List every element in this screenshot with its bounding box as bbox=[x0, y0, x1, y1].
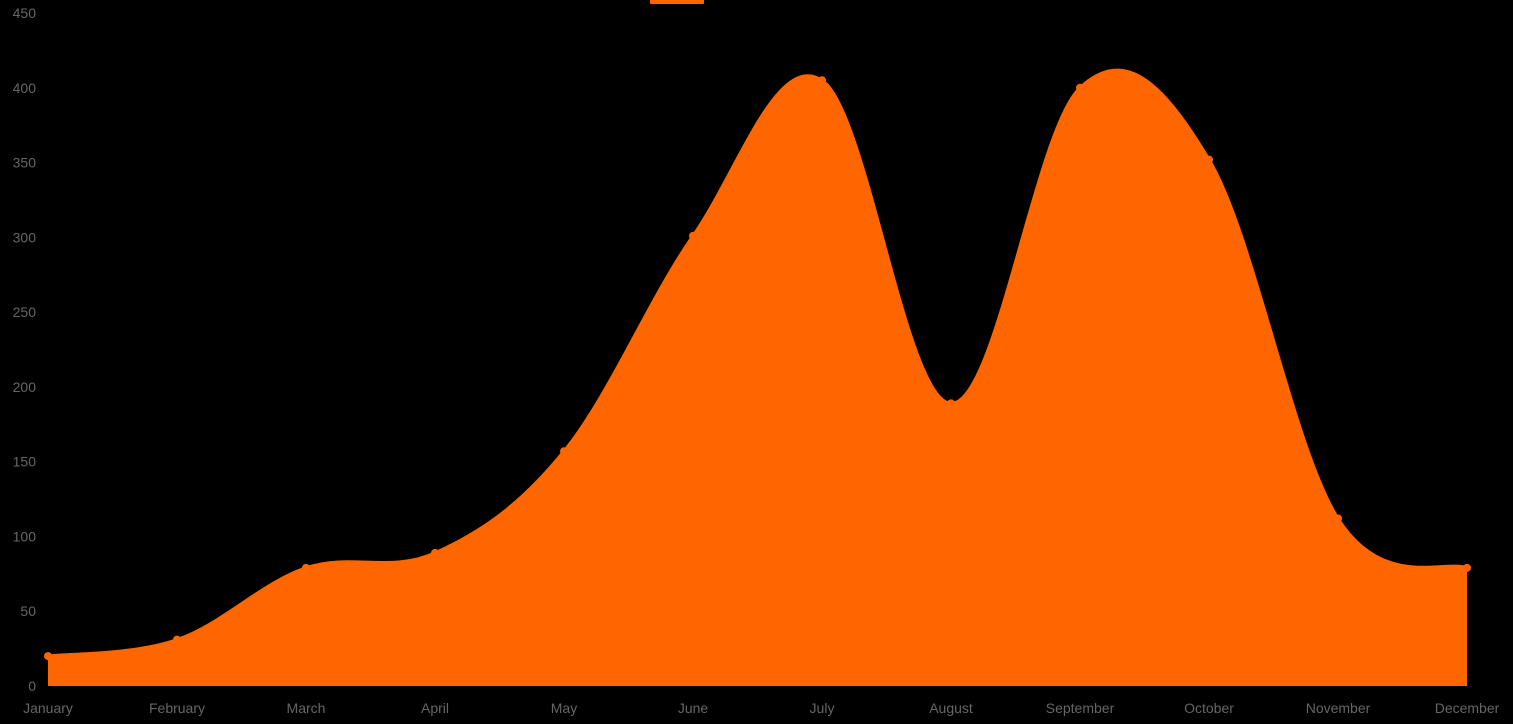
x-tick-label: June bbox=[678, 700, 709, 716]
y-tick-label: 100 bbox=[13, 528, 37, 544]
y-tick-label: 350 bbox=[13, 155, 37, 171]
data-point-july[interactable] bbox=[818, 76, 826, 85]
y-tick-label: 0 bbox=[28, 678, 36, 694]
data-point-september[interactable] bbox=[1076, 83, 1084, 92]
x-tick-label: January bbox=[23, 700, 73, 716]
data-point-november[interactable] bbox=[1334, 514, 1342, 523]
y-tick-label: 150 bbox=[13, 454, 37, 470]
data-point-june[interactable] bbox=[689, 231, 697, 240]
legend[interactable] bbox=[650, 0, 704, 4]
x-tick-label: October bbox=[1184, 700, 1234, 716]
y-tick-label: 400 bbox=[13, 80, 37, 96]
data-point-february[interactable] bbox=[173, 635, 181, 644]
y-tick-label: 50 bbox=[20, 603, 36, 619]
data-points bbox=[44, 76, 1471, 661]
series-area bbox=[47, 68, 1468, 686]
y-tick-label: 450 bbox=[13, 5, 37, 21]
data-point-august[interactable] bbox=[947, 399, 955, 408]
data-point-march[interactable] bbox=[302, 563, 310, 572]
x-tick-label: August bbox=[929, 700, 973, 716]
legend-swatch[interactable] bbox=[650, 0, 704, 4]
data-point-october[interactable] bbox=[1205, 155, 1213, 164]
data-point-may[interactable] bbox=[560, 447, 568, 456]
y-tick-label: 300 bbox=[13, 229, 37, 245]
data-point-april[interactable] bbox=[431, 548, 439, 557]
x-tick-label: April bbox=[421, 700, 449, 716]
x-axis: January February March April May June July Augu… bbox=[23, 700, 1500, 716]
x-tick-label: July bbox=[810, 700, 835, 716]
series-line bbox=[47, 68, 1468, 658]
x-tick-label: November bbox=[1306, 700, 1371, 716]
x-tick-label: February bbox=[149, 700, 205, 716]
x-tick-label: September bbox=[1046, 700, 1115, 716]
y-tick-label: 200 bbox=[13, 379, 37, 395]
x-tick-label: May bbox=[551, 700, 577, 716]
series-area-fill bbox=[48, 70, 1467, 686]
data-point-december[interactable] bbox=[1463, 563, 1471, 572]
y-axis: 0 50 100 150 200 250 300 350 400 450 bbox=[13, 5, 37, 694]
y-tick-label: 250 bbox=[13, 304, 37, 320]
x-tick-label: March bbox=[287, 700, 326, 716]
x-tick-label: December bbox=[1435, 700, 1500, 716]
data-point-january[interactable] bbox=[44, 652, 52, 661]
